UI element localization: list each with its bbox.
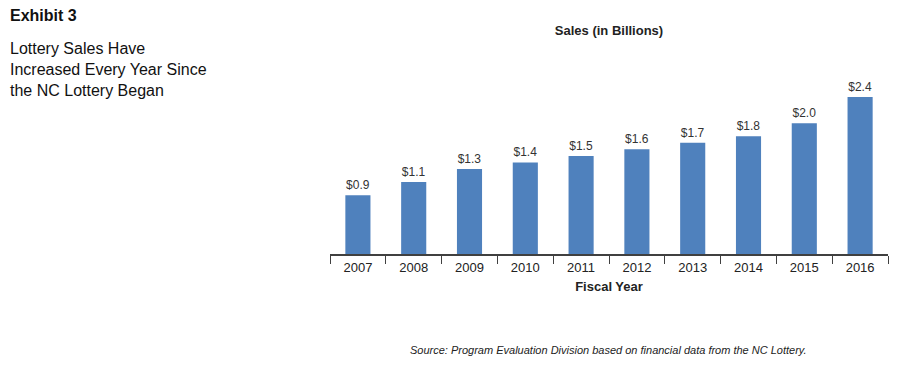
svg-text:$1.5: $1.5: [569, 139, 593, 153]
svg-text:Lottery Sales HaveIncreased Ev: Lottery Sales HaveIncreased Every Year S…: [10, 40, 207, 99]
svg-text:$1.6: $1.6: [625, 132, 649, 146]
svg-text:2007: 2007: [343, 260, 372, 275]
svg-text:$2.0: $2.0: [792, 106, 816, 120]
svg-text:$2.4: $2.4: [848, 80, 872, 94]
svg-text:2011: 2011: [567, 260, 595, 275]
svg-text:2012: 2012: [622, 260, 651, 275]
svg-text:Exhibit 3: Exhibit 3: [10, 7, 77, 24]
svg-text:$1.4: $1.4: [513, 145, 537, 159]
svg-text:$0.9: $0.9: [346, 178, 370, 192]
svg-text:$1.3: $1.3: [458, 152, 482, 166]
svg-text:$1.1: $1.1: [402, 165, 426, 179]
svg-text:2015: 2015: [790, 260, 819, 275]
svg-text:Sales (in Billions): Sales (in Billions): [555, 23, 663, 38]
svg-text:$1.8: $1.8: [737, 119, 761, 133]
svg-text:2013: 2013: [678, 260, 707, 275]
svg-text:$1.7: $1.7: [681, 126, 705, 140]
svg-text:2008: 2008: [399, 260, 428, 275]
svg-text:Fiscal Year: Fiscal Year: [575, 279, 643, 294]
svg-text:2010: 2010: [511, 260, 540, 275]
svg-text:Source: Program Evaluation Div: Source: Program Evaluation Division base…: [410, 344, 807, 356]
svg-text:2014: 2014: [734, 260, 763, 275]
svg-text:2016: 2016: [846, 260, 875, 275]
svg-text:2009: 2009: [455, 260, 484, 275]
